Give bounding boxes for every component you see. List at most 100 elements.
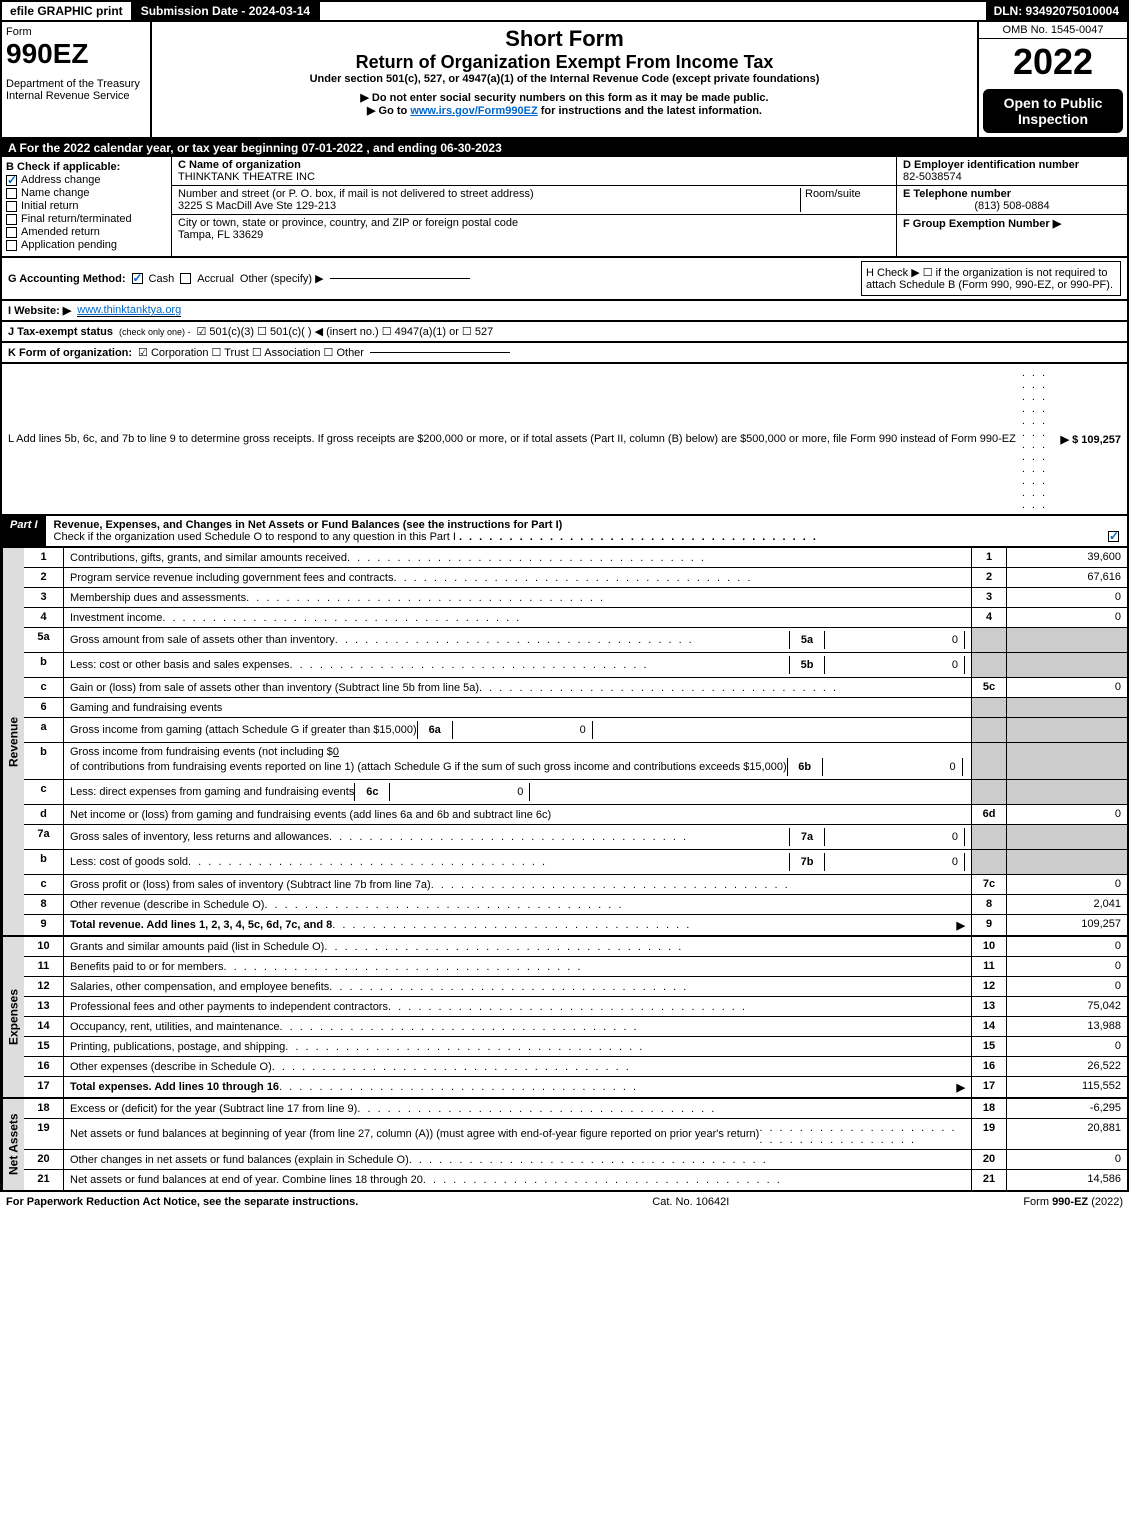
k-other-line[interactable] [370, 352, 510, 353]
line-desc: Investment income [70, 612, 162, 624]
i-label: I Website: ▶ [8, 304, 71, 317]
line-18: 18 Excess or (deficit) for the year (Subt… [24, 1099, 1127, 1119]
line-desc: Program service revenue including govern… [70, 572, 393, 584]
form-id-col: Form 990EZ Department of the Treasury In… [2, 22, 152, 137]
org-street: 3225 S MacDill Ave Ste 129-213 [178, 200, 800, 212]
line-ref: 4 [971, 608, 1007, 627]
line-num: 15 [24, 1037, 64, 1056]
line-desc: Gross income from fundraising events (no… [70, 746, 333, 758]
line-num: c [24, 678, 64, 697]
dots [1022, 367, 1055, 511]
sub-ref: 5a [789, 631, 825, 649]
line-num: 18 [24, 1099, 64, 1118]
irs-link[interactable]: www.irs.gov/Form990EZ [410, 105, 537, 117]
form-header: Form 990EZ Department of the Treasury In… [0, 22, 1129, 139]
c-city-label: City or town, state or province, country… [178, 217, 890, 229]
sub-val: 0 [825, 656, 965, 674]
line-val: 0 [1007, 1037, 1127, 1056]
year-col: OMB No. 1545-0047 2022 Open to Public In… [977, 22, 1127, 137]
org-name: THINKTANK THEATRE INC [178, 171, 890, 183]
line-val: 0 [1007, 937, 1127, 956]
side-netassets: Net Assets [2, 1099, 24, 1190]
checkbox-icon[interactable] [132, 273, 143, 284]
checkbox-icon [6, 201, 17, 212]
dln: DLN: 93492075010004 [986, 2, 1127, 20]
sub-val: 0 [825, 828, 965, 846]
line-5c: cGain or (loss) from sale of assets othe… [24, 678, 1127, 698]
chk-label: Initial return [21, 200, 78, 212]
note2-pre: ▶ Go to [367, 105, 410, 117]
line-6: 6Gaming and fundraising events [24, 698, 1127, 718]
g-cash: Cash [149, 273, 175, 285]
line-9: 9Total revenue. Add lines 1, 2, 3, 4, 5c… [24, 915, 1127, 935]
line-desc: Contributions, gifts, grants, and simila… [70, 552, 347, 564]
line-ref: 17 [971, 1077, 1007, 1097]
line-desc: Excess or (deficit) for the year (Subtra… [70, 1103, 357, 1115]
line-val: 39,600 [1007, 548, 1127, 567]
line-val: 0 [1007, 875, 1127, 894]
tax-year: 2022 [979, 39, 1127, 85]
section-a: A For the 2022 calendar year, or tax yea… [0, 139, 1129, 157]
checkbox-icon[interactable] [1108, 531, 1119, 542]
line-val: 20,881 [1007, 1119, 1127, 1149]
line-13: 13Professional fees and other payments t… [24, 997, 1127, 1017]
revenue-section: Revenue 1Contributions, gifts, grants, a… [0, 548, 1129, 937]
c-street-label: Number and street (or P. O. box, if mail… [178, 188, 800, 200]
line-ref: 14 [971, 1017, 1007, 1036]
efile-print[interactable]: efile GRAPHIC print [2, 2, 133, 20]
line-desc: Net income or (loss) from gaming and fun… [70, 809, 551, 821]
j-row: J Tax-exempt status (check only one) - ☑… [0, 322, 1129, 343]
line-ref: 11 [971, 957, 1007, 976]
k-row: K Form of organization: ☑ Corporation ☐ … [0, 343, 1129, 364]
line-7a: 7aGross sales of inventory, less returns… [24, 825, 1127, 850]
line-ref-grey [971, 698, 1007, 717]
chk-pending[interactable]: Application pending [6, 239, 167, 251]
chk-initial[interactable]: Initial return [6, 200, 167, 212]
line-desc: Salaries, other compensation, and employ… [70, 981, 329, 993]
website-link[interactable]: www.thinktanktya.org [77, 304, 181, 317]
g-other-line[interactable] [330, 278, 470, 279]
l-value: ▶ $ 109,257 [1061, 433, 1121, 446]
line-val: 0 [1007, 588, 1127, 607]
line-ref: 1 [971, 548, 1007, 567]
telephone: (813) 508-0884 [903, 200, 1121, 212]
part1-title-text: Revenue, Expenses, and Changes in Net As… [54, 519, 563, 531]
line-desc: Gross amount from sale of assets other t… [70, 634, 335, 646]
line-num: d [24, 805, 64, 824]
line-ref: 10 [971, 937, 1007, 956]
b-label: B Check if applicable: [6, 161, 167, 173]
arrow-icon: ▶ [957, 1081, 965, 1094]
d-label: D Employer identification number [903, 159, 1121, 171]
line-val: 0 [1007, 957, 1127, 976]
line-num: a [24, 718, 64, 742]
g-accrual: Accrual [197, 273, 234, 285]
checkbox-icon [6, 214, 17, 225]
line-desc: Net assets or fund balances at end of ye… [70, 1174, 423, 1186]
checkbox-icon[interactable] [180, 273, 191, 284]
chk-address[interactable]: Address change [6, 174, 167, 186]
sub-ref: 6a [417, 721, 453, 739]
line-val: 75,042 [1007, 997, 1127, 1016]
line-ref: 7c [971, 875, 1007, 894]
chk-amended[interactable]: Amended return [6, 226, 167, 238]
title-under: Under section 501(c), 527, or 4947(a)(1)… [162, 73, 967, 85]
sub-val: 0 [825, 853, 965, 871]
checkbox-icon [6, 188, 17, 199]
chk-name[interactable]: Name change [6, 187, 167, 199]
k-opts: ☑ Corporation ☐ Trust ☐ Association ☐ Ot… [138, 346, 364, 359]
chk-final[interactable]: Final return/terminated [6, 213, 167, 225]
checkbox-icon [6, 227, 17, 238]
line-desc: Gross income from gaming (attach Schedul… [70, 724, 417, 736]
line-val-grey [1007, 743, 1127, 779]
line-6c: cLess: direct expenses from gaming and f… [24, 780, 1127, 805]
line-6d: d Net income or (loss) from gaming and fu… [24, 805, 1127, 825]
line-num: 10 [24, 937, 64, 956]
line-val: 13,988 [1007, 1017, 1127, 1036]
line-num: 2 [24, 568, 64, 587]
title-short: Short Form [162, 26, 967, 52]
line-desc: Total expenses. Add lines 10 through 16 [70, 1081, 279, 1093]
footer-left: For Paperwork Reduction Act Notice, see … [6, 1196, 358, 1208]
note-ssn: ▶ Do not enter social security numbers o… [162, 91, 967, 104]
checkbox-icon [6, 175, 17, 186]
line-num: b [24, 653, 64, 677]
